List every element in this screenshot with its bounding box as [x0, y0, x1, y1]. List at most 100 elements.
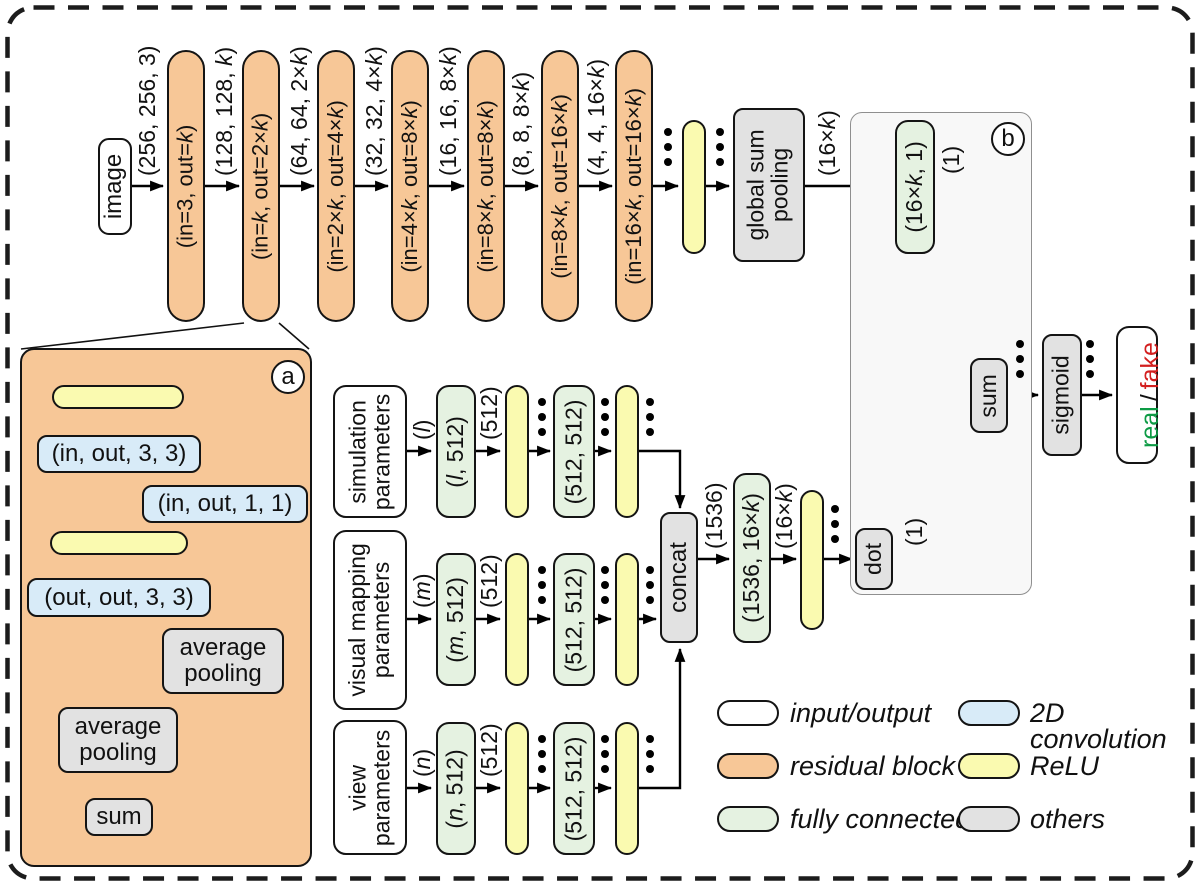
ellipsis-top-1: [664, 128, 672, 136]
ellipsis-sum: [1016, 340, 1024, 348]
dim-label-3: (64, 64, 2×k): [286, 46, 312, 176]
branch2-in-dim: (m): [409, 573, 435, 608]
branch2-fc2: (512, 512): [553, 553, 595, 686]
image-input-label: image: [100, 153, 128, 220]
visual-mapping-parameters-label: visual mapping parameters: [344, 543, 395, 697]
output-separator: /: [1136, 394, 1164, 402]
conv-block-main-2-label: (out, out, 3, 3): [44, 583, 194, 611]
view-parameters-label: view parameters: [344, 729, 395, 846]
dim-label-5: (16, 16, 8×k): [435, 46, 461, 176]
ellipsis-b2-1: [538, 566, 546, 574]
legend-label-fully-connected: fully connected: [790, 804, 971, 834]
ellipsis-top-2: [716, 128, 724, 136]
simulation-parameters-label: simulation parameters: [344, 393, 395, 510]
residual-block-1-label: (in=3, out=k): [172, 124, 198, 248]
residual-block-5-label: (in=8×k, out=8×k): [472, 99, 498, 273]
conv-block-skip: (in, out, 1, 1): [142, 485, 308, 523]
outer-dashed-border: [5, 5, 1195, 881]
branch3-fc1: (n, 512): [436, 722, 476, 855]
residual-block-7: (in=16×k, out=16×k): [615, 50, 653, 322]
real-label: real: [1136, 406, 1164, 448]
conv-block-main-2: (out, out, 3, 3): [27, 578, 211, 617]
relu-block-top: [682, 120, 706, 254]
avg-pooling-skip-box: average pooling: [162, 628, 284, 694]
sum-box-b: sum: [970, 358, 1008, 433]
fc-out-dim-label: (1): [938, 145, 964, 174]
avg-pooling-main-box: average pooling: [58, 707, 178, 773]
relu-block-a1: [52, 385, 184, 409]
branch1-in-dim: (l): [409, 419, 435, 440]
real-fake-output-box: real / fake: [1116, 326, 1164, 464]
subfigure-a-letter: a: [281, 363, 295, 390]
branch3-fc1-label: (n, 512): [442, 748, 469, 829]
ellipsis-b2-2: [601, 566, 609, 574]
branch1-mid-dim: (512): [476, 386, 502, 440]
pooling-out-label: (16×k): [814, 110, 840, 176]
fake-label: fake: [1136, 342, 1164, 390]
ellipsis-b3-1: [538, 735, 546, 743]
ellipsis-b3-2: [601, 735, 609, 743]
sum-box-b-label: sum: [975, 373, 1002, 418]
residual-block-3: (in=2×k, out=4×k): [317, 50, 355, 322]
subfigure-a-badge: a: [271, 360, 305, 394]
residual-block-1: (in=3, out=k): [167, 50, 205, 322]
global-sum-pooling-label: global sum pooling: [743, 129, 794, 241]
ellipsis-b1-1: [538, 398, 546, 406]
concat-box: concat: [660, 512, 698, 643]
dot-product-label: dot: [860, 543, 887, 575]
relu-block-a2: [50, 531, 188, 555]
subfigure-b-letter: b: [1001, 125, 1015, 152]
branch2-fc2-label: (512, 512): [560, 567, 587, 672]
simulation-parameters-box: simulation parameters: [333, 385, 407, 518]
residual-block-2-label: (in=k, out=2×k): [247, 112, 273, 260]
fusion-fc-label: (1536, 16×k): [738, 493, 765, 623]
legend-swatch-fully-connected: [717, 806, 779, 832]
group-box-b: [850, 112, 1032, 595]
branch2-fc1-label: (m, 512): [442, 576, 469, 663]
visual-mapping-parameters-box: visual mapping parameters: [333, 530, 407, 710]
residual-block-6: (in=8×k, out=16×k): [541, 50, 579, 322]
conv-block-skip-label: (in, out, 1, 1): [157, 490, 293, 518]
global-sum-pooling-box: global sum pooling: [733, 108, 805, 262]
branch1-relu2: [615, 385, 639, 518]
ellipsis-fusion: [831, 505, 839, 513]
residual-block-6-label: (in=8×k, out=16×k): [546, 93, 572, 279]
branch3-relu2: [615, 722, 639, 855]
ellipsis-b1-3: [646, 398, 654, 406]
ellipsis-b1-2: [601, 398, 609, 406]
conv-block-main-1: (in, out, 3, 3): [37, 435, 201, 473]
dim-label-2: (128, 128, k): [211, 46, 237, 176]
residual-block-5: (in=8×k, out=8×k): [467, 50, 505, 322]
dot-product-box: dot: [855, 528, 893, 590]
sum-box-a-label: sum: [96, 803, 142, 831]
branch2-relu1: [505, 553, 529, 686]
branch2-fc1: (m, 512): [436, 553, 476, 686]
legend-label-input-output: input/output: [790, 698, 932, 728]
image-input-box: image: [98, 138, 132, 235]
branch3-in-dim: (n): [409, 748, 435, 777]
legend-swatch-conv2d: [958, 700, 1020, 726]
branch2-relu2: [615, 553, 639, 686]
dim-label-7: (4, 4, 16×k): [583, 59, 609, 176]
sigmoid-box: sigmoid: [1042, 334, 1082, 456]
dim-label-6: (8, 8, 8×k): [508, 71, 534, 176]
subfigure-b-badge: b: [991, 122, 1025, 156]
branch1-fc1-label: (l, 512): [442, 415, 469, 488]
legend-swatch-input-output: [717, 700, 779, 726]
legend-label-others: others: [1030, 804, 1106, 834]
avg-pooling-skip-label: average pooling: [179, 634, 267, 687]
sum-box-a: sum: [85, 798, 153, 836]
dot-out-dim-label: (1): [901, 517, 927, 546]
legend-label-conv2d: 2D convolution: [1030, 698, 1167, 754]
conv-block-main-1-label: (in, out, 3, 3): [51, 440, 187, 468]
branch3-fc2-label: (512, 512): [560, 736, 587, 841]
view-parameters-box: view parameters: [333, 720, 407, 855]
dim-label-1: (256, 256, 3): [134, 45, 160, 176]
residual-block-3-label: (in=2×k, out=4×k): [322, 99, 348, 273]
branch1-fc1: (l, 512): [436, 385, 476, 518]
concat-out-dim: (1536): [701, 482, 727, 549]
legend-swatch-residual: [717, 753, 779, 779]
real-fake-output-label: real / fake: [1111, 342, 1164, 448]
branch1-fc2-label: (512, 512): [560, 399, 587, 504]
residual-block-4: (in=4×k, out=8×k): [391, 50, 429, 322]
